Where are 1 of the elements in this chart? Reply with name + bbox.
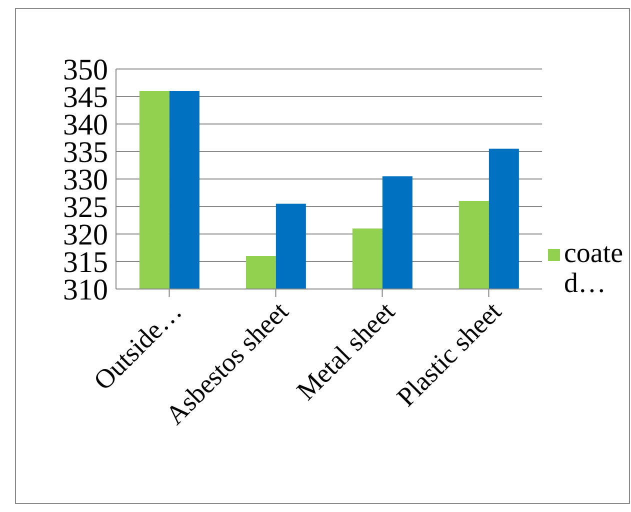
legend-label: coated… [564, 238, 624, 299]
